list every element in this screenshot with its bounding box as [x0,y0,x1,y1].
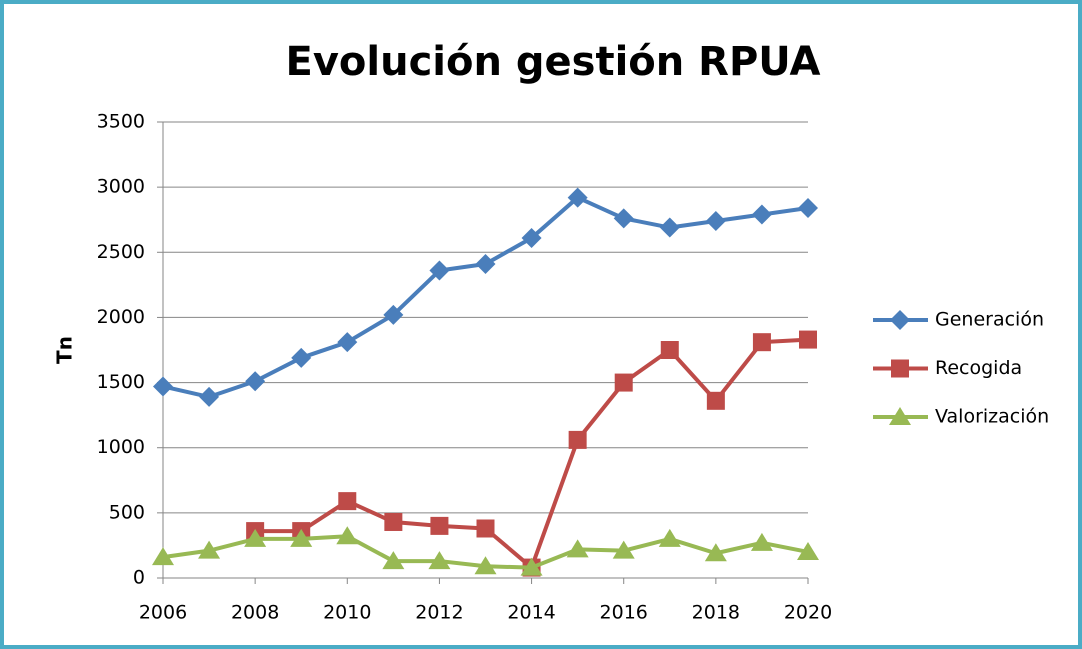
x-tick-label: 2006 [139,602,187,624]
y-tick-label: 2500 [97,241,145,263]
marker [429,260,450,281]
marker [520,557,543,576]
y-tick-label: 0 [133,567,145,589]
x-tick-label: 2020 [784,602,832,624]
chart-title: Evolución gestión RPUA [286,39,821,85]
marker [799,330,817,349]
legend-label: Valorización [935,406,1049,428]
y-tick-label: 3000 [97,176,145,198]
x-tick-label: 2008 [231,602,279,624]
marker [658,528,681,547]
x-tick-label: 2016 [600,602,648,624]
marker [384,512,403,531]
marker [337,332,358,353]
marker [798,197,818,218]
marker [245,371,266,392]
marker [152,547,174,566]
marker [568,430,587,449]
marker [428,551,451,570]
marker [198,540,221,559]
marker [521,227,542,248]
y-tick-label: 1500 [97,371,145,393]
marker [290,528,313,547]
marker [566,539,589,558]
x-tick-label: 2014 [507,602,555,624]
marker [659,217,680,238]
marker [751,204,772,225]
marker [797,541,819,560]
marker [199,386,220,407]
marker [474,556,497,575]
y-tick-label: 1000 [97,436,145,458]
marker [430,516,449,535]
marker [338,492,357,511]
y-axis-label: Tn [53,336,77,364]
marker [752,333,771,352]
marker [475,254,496,275]
marker [153,376,173,397]
marker [613,208,634,229]
marker [706,391,725,410]
marker [660,341,679,359]
marker [614,373,633,392]
y-tick-label: 2000 [97,306,145,328]
x-tick-label: 2012 [415,602,463,624]
marker [244,528,267,547]
y-tick-label: 500 [109,501,145,523]
marker [382,551,405,570]
legend-label: Generación [935,309,1044,331]
legend-label: Recogida [935,357,1022,379]
marker [567,187,588,208]
marker [704,543,727,562]
marker [705,211,726,232]
marker [889,407,911,425]
marker [476,519,495,538]
y-tick-label: 3500 [97,111,145,133]
marker [383,304,404,325]
marker [750,532,773,551]
marker [890,310,910,330]
marker [612,540,635,559]
marker [336,526,359,545]
marker [891,359,909,378]
marker [291,347,312,368]
x-tick-label: 2010 [323,602,371,624]
x-tick-label: 2018 [692,602,740,624]
